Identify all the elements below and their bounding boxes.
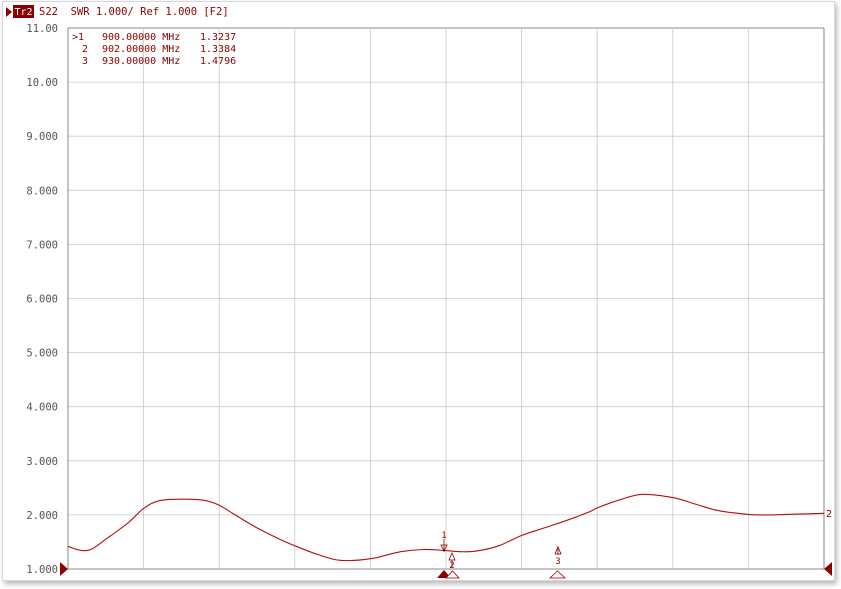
- marker-1-number: 1: [441, 531, 446, 541]
- marker-3-flag[interactable]: 3: [554, 545, 562, 567]
- marker-2-value: 1.3384: [200, 44, 236, 55]
- marker-3-label: 3: [82, 56, 88, 67]
- marker-1-flag[interactable]: 1: [440, 531, 448, 552]
- y-tick-label: 9.000: [26, 131, 58, 143]
- marker-3-up-triangle-icon: [554, 545, 562, 555]
- marker-3-axis-triangle-icon: [548, 570, 567, 579]
- swr-chart: Tr2 S22 SWR 1.000/ Ref 1.000 [F2] 1.000 2…: [6, 5, 832, 579]
- active-trace-arrow-icon: [6, 7, 12, 17]
- y-tick-label: 3.000: [26, 456, 58, 468]
- y-tick-label: 7.000: [26, 239, 58, 251]
- y-tick-label: 2.000: [26, 510, 58, 522]
- marker-1-down-triangle-icon: [440, 544, 448, 552]
- trace-badge-bg[interactable]: [13, 5, 34, 18]
- y-tick-label: 11.00: [26, 23, 58, 35]
- marker-3-value: 1.4796: [200, 56, 236, 67]
- y-tick-label: 4.000: [26, 402, 58, 414]
- trace-end-label: 2: [826, 509, 832, 520]
- trace-description: S22 SWR 1.000/ Ref 1.000 [F2]: [39, 6, 229, 18]
- y-tick-label: 1.000: [26, 564, 58, 576]
- y-tick-labels: 1.000 2.000 3.000 4.000 5.000 6.000 7.000 8.000…: [26, 23, 58, 576]
- marker-3-frequency: 930.00000 MHz: [102, 56, 180, 67]
- chart-window: Tr2 S22 SWR 1.000/ Ref 1.000 [F2] 1.000 2…: [2, 1, 835, 581]
- marker-1-value: 1.3237: [200, 32, 236, 43]
- reference-left-arrow-icon[interactable]: [60, 562, 68, 576]
- trace-badge[interactable]: Tr2: [14, 7, 32, 18]
- marker-1-frequency: 900.00000 MHz: [102, 32, 180, 43]
- swr-trace: [67, 493, 825, 562]
- marker-2-number: 2: [449, 561, 454, 571]
- marker-3-number: 3: [555, 557, 560, 567]
- marker-2-label: 2: [82, 44, 88, 55]
- marker-2-axis-triangle-icon: [445, 570, 460, 579]
- marker-2-up-triangle-icon: [448, 551, 456, 561]
- plot-grid: [67, 27, 825, 570]
- y-tick-label: 6.000: [26, 294, 58, 306]
- marker-2-frequency: 902.00000 MHz: [102, 44, 180, 55]
- y-tick-label: 8.000: [26, 185, 58, 197]
- y-tick-label: 10.00: [26, 77, 58, 89]
- marker-1-label: >1: [72, 32, 84, 43]
- marker-2-flag[interactable]: 2: [448, 551, 456, 571]
- reference-right-arrow-icon[interactable]: [824, 562, 832, 576]
- y-tick-label: 5.000: [26, 348, 58, 360]
- marker-table: >1 900.00000 MHz 1.3237 2 902.00000 MHz …: [72, 32, 236, 67]
